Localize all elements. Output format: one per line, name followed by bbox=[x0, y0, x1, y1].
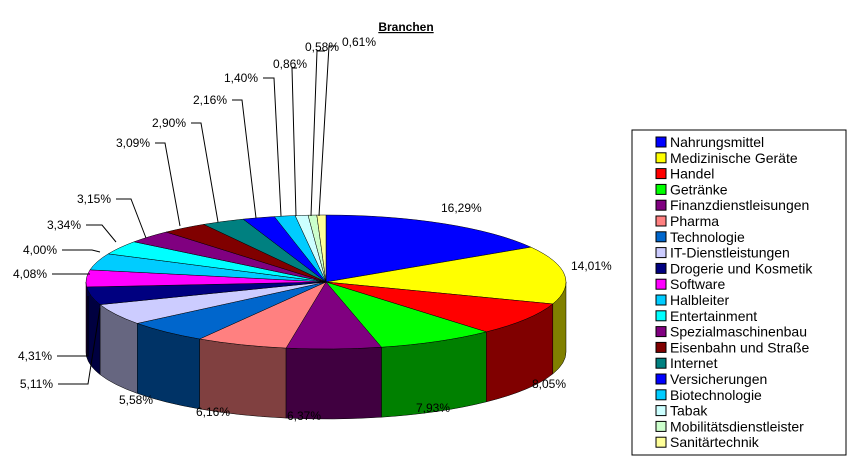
label-leader-line-15 bbox=[191, 122, 219, 223]
percent-label-5: 6,37% bbox=[287, 409, 321, 423]
legend-label-5: Finanzdienstleisungen bbox=[670, 197, 809, 213]
legend-swatch-2 bbox=[655, 152, 667, 164]
legend-label-18: Tabak bbox=[670, 403, 708, 419]
percent-label-11: 4,00% bbox=[23, 243, 57, 257]
percent-label-7: 5,58% bbox=[119, 393, 153, 407]
label-leader-line-20 bbox=[318, 45, 336, 217]
legend-label-14: Eisenbahn und Straße bbox=[670, 339, 810, 355]
percent-label-8: 5,11% bbox=[20, 377, 53, 391]
percent-label-3: 8,05% bbox=[532, 377, 566, 391]
legend-swatch-17 bbox=[655, 389, 667, 401]
label-leader-line-18 bbox=[291, 67, 297, 217]
legend-label-11: Halbleiter bbox=[670, 292, 729, 308]
percent-label-20: 0,61% bbox=[342, 35, 376, 49]
label-leader-line-12 bbox=[86, 224, 117, 243]
legend-swatch-18 bbox=[655, 405, 667, 417]
legend-label-4: Getränke bbox=[670, 181, 728, 197]
legend-label-17: Biotechnologie bbox=[670, 387, 762, 403]
label-leader-line-8 bbox=[58, 307, 101, 385]
legend-swatch-13 bbox=[655, 326, 667, 338]
legend-swatch-3 bbox=[655, 168, 667, 180]
legend-label-7: Technologie bbox=[670, 229, 745, 245]
percent-label-6: 6,16% bbox=[196, 405, 230, 419]
legend-box bbox=[631, 129, 847, 456]
percent-label-10: 4,08% bbox=[13, 267, 47, 281]
legend-swatch-15 bbox=[655, 357, 667, 369]
label-leader-line-11 bbox=[62, 249, 101, 253]
pie-slice-4 bbox=[325, 281, 488, 348]
pie-slice-2 bbox=[325, 246, 567, 305]
legend-label-12: Entertainment bbox=[670, 308, 757, 324]
label-leader-line-19 bbox=[310, 50, 325, 217]
legend-swatch-11 bbox=[655, 294, 667, 306]
percent-label-2: 14,01% bbox=[571, 259, 612, 273]
percent-label-18: 0,86% bbox=[273, 57, 307, 71]
legend-label-16: Versicherungen bbox=[670, 371, 767, 387]
percent-label-15: 2,90% bbox=[152, 116, 186, 130]
legend-swatch-9 bbox=[655, 262, 667, 274]
label-leader-line-16 bbox=[232, 99, 257, 219]
legend-swatch-20 bbox=[655, 436, 667, 448]
legend-swatch-1 bbox=[655, 136, 667, 148]
pie-slice-20 bbox=[316, 214, 327, 283]
percent-label-13: 3,15% bbox=[77, 192, 111, 206]
percent-label-9: 4,31% bbox=[18, 349, 52, 363]
legend-swatch-12 bbox=[655, 310, 667, 322]
percent-label-12: 3,34% bbox=[47, 218, 81, 232]
label-leader-line-17 bbox=[263, 77, 282, 217]
legend-label-13: Spezialmaschinenbau bbox=[670, 324, 807, 340]
legend-swatch-8 bbox=[655, 247, 667, 259]
pie-slice-1 bbox=[325, 214, 532, 283]
legend-swatch-16 bbox=[655, 373, 667, 385]
percent-label-1: 16,29% bbox=[441, 201, 482, 215]
legend-label-20: Sanitärtechnik bbox=[670, 434, 760, 450]
legend-label-1: Nahrungsmittel bbox=[670, 134, 764, 150]
legend-swatch-19 bbox=[655, 420, 667, 432]
percent-label-17: 1,40% bbox=[224, 71, 258, 85]
legend-label-8: IT-Dienstleistungen bbox=[670, 245, 790, 261]
legend-swatch-5 bbox=[655, 199, 667, 211]
chart-title: Branchen bbox=[378, 20, 433, 34]
percent-label-16: 2,16% bbox=[193, 93, 227, 107]
legend-swatch-7 bbox=[655, 231, 667, 243]
legend-swatch-14 bbox=[655, 341, 667, 353]
legend-swatch-4 bbox=[655, 183, 667, 195]
legend-label-2: Medizinische Geräte bbox=[670, 150, 798, 166]
percent-label-4: 7,93% bbox=[416, 401, 450, 415]
legend-label-6: Pharma bbox=[670, 213, 719, 229]
percent-label-14: 3,09% bbox=[116, 136, 150, 150]
legend-label-10: Software bbox=[670, 276, 725, 292]
legend-label-3: Handel bbox=[670, 166, 714, 182]
legend-swatch-10 bbox=[655, 278, 667, 290]
label-leader-line-9 bbox=[57, 296, 89, 357]
legend-label-9: Drogerie und Kosmetik bbox=[670, 260, 813, 276]
legend-label-15: Internet bbox=[670, 355, 718, 371]
label-leader-line-13 bbox=[116, 198, 147, 239]
label-leader-line-14 bbox=[155, 142, 181, 227]
legend-label-19: Mobilitätsdienstleister bbox=[670, 418, 804, 434]
percent-label-19: 0,58% bbox=[305, 40, 339, 54]
legend-swatch-6 bbox=[655, 215, 667, 227]
pie-slice-3 bbox=[325, 281, 554, 333]
